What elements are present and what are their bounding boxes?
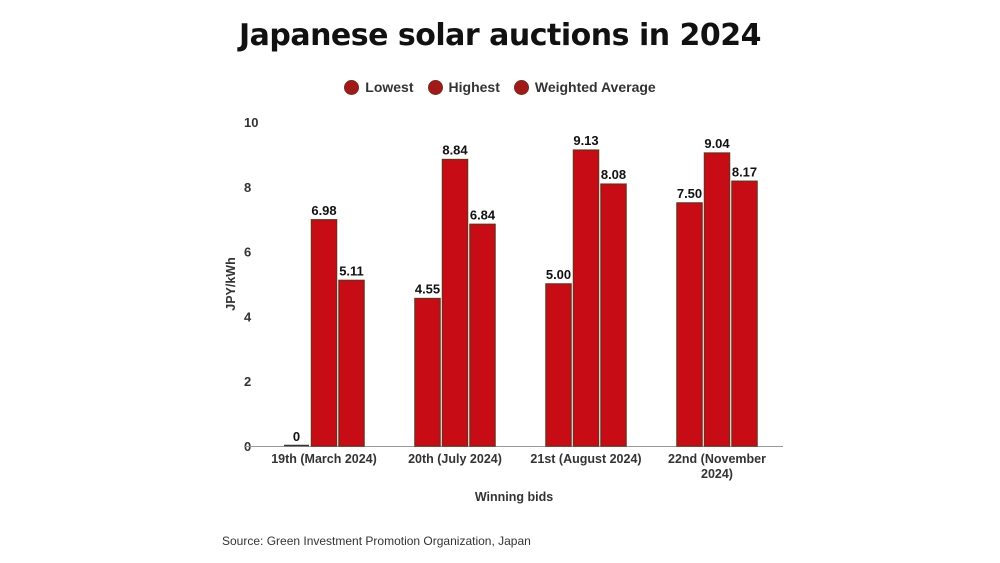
data-label: 8.17 <box>732 164 757 179</box>
bar-lowest <box>545 283 572 447</box>
chart-title: Japanese solar auctions in 2024 <box>238 18 762 53</box>
y-tick-label: 6 <box>244 245 251 260</box>
data-label: 8.84 <box>442 143 468 158</box>
bar-weighted-average <box>469 223 496 447</box>
legend-label: Weighted Average <box>534 79 656 95</box>
y-tick-label: 2 <box>244 374 251 389</box>
bar-highest <box>310 219 338 447</box>
y-tick-label: 10 <box>244 115 258 130</box>
bar-weighted-average <box>600 183 627 447</box>
bar-lowest <box>676 202 703 447</box>
x-tick-label: 20th (July 2024) <box>408 452 502 466</box>
x-axis-title: Winning bids <box>475 490 553 504</box>
data-label: 8.08 <box>601 167 626 182</box>
bar-highest <box>441 158 469 447</box>
data-label: 6.98 <box>311 203 336 218</box>
y-tick-label: 4 <box>244 309 252 324</box>
bar-weighted-average <box>338 279 365 447</box>
bar-weighted-average <box>731 180 758 447</box>
y-tick-label: 8 <box>244 180 251 195</box>
bar-highest <box>703 152 731 447</box>
legend-swatch-icon <box>344 79 360 95</box>
data-label: 7.50 <box>677 186 702 201</box>
data-label: 9.13 <box>573 133 598 148</box>
x-tick-label: 2024) <box>701 467 733 481</box>
data-label: 9.04 <box>704 136 730 151</box>
bar-lowest <box>414 297 441 447</box>
x-tick-label: 19th (March 2024) <box>271 452 377 466</box>
bar-highest <box>572 149 600 447</box>
data-label: 0 <box>293 429 300 444</box>
legend-label: Lowest <box>365 79 414 95</box>
legend-item-lowest: Lowest <box>344 79 414 95</box>
legend: Lowest Highest Weighted Average <box>0 79 1000 95</box>
legend-item-highest: Highest <box>427 79 500 95</box>
legend-label: Highest <box>448 79 500 95</box>
legend-swatch-icon <box>427 79 443 95</box>
legend-swatch-icon <box>513 79 529 95</box>
source-note: Source: Green Investment Promotion Organ… <box>222 534 531 548</box>
x-tick-label: 21st (August 2024) <box>530 452 641 466</box>
x-tick-label: 22nd (November <box>668 452 766 466</box>
legend-item-weighted-average: Weighted Average <box>513 79 656 95</box>
y-axis-title: JPY/kWh <box>224 257 238 311</box>
data-label: 6.84 <box>470 207 496 222</box>
data-label: 5.11 <box>339 263 364 278</box>
data-label: 4.55 <box>415 282 440 297</box>
data-label: 5.00 <box>546 267 571 282</box>
